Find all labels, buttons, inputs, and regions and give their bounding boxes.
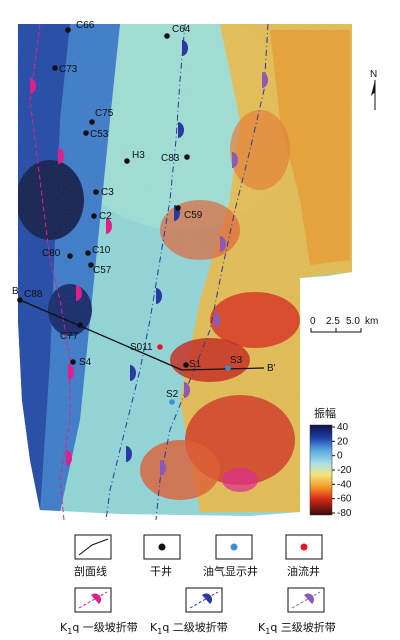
legend: 剖面线 干井 油气显示井 油流井 K1q 一级坡折带 K1q 二级坡折带 K1q… [60,534,336,636]
legend-profile-line-icon [78,538,109,556]
well-label: C88 [24,289,43,300]
well-label: C80 [42,248,61,259]
dry-well-dot-icon [158,543,166,551]
well-marker [88,262,94,268]
well-marker [85,250,91,256]
well-label: C66 [76,20,95,31]
well-label: C3 [101,187,114,198]
well-marker [17,297,23,303]
well-label: C64 [172,24,191,35]
well-marker [157,344,163,350]
well-marker [83,130,89,136]
well-marker [124,158,130,164]
amplitude-field [18,24,352,516]
well-label: S2 [166,389,179,400]
well-marker [183,362,189,368]
legend-oil-flow-well: 油流井 [287,564,320,578]
well-label: C73 [59,64,78,75]
well-label: C59 [184,210,203,221]
oil-flow-dot-icon [300,543,308,551]
slope-break-lines [29,23,269,521]
colorbar-tick-label: -80 [337,508,352,519]
legend-profile-line: 剖面线 [74,564,107,578]
scale-tick-1: 2.5 [326,316,340,327]
well-label: S4 [79,357,92,368]
well-marker [184,154,190,160]
well-label: C53 [90,129,109,140]
well-label: C75 [95,108,114,119]
colorbar-tick-label: 40 [337,422,349,433]
colorbar-tick-label: 0 [337,451,343,462]
well-marker [70,359,76,365]
well-marker [65,27,71,33]
scale-tick-2: 5.0 [346,316,360,327]
legend-dry-well: 干井 [150,564,172,578]
well-marker [52,65,58,71]
well-marker [89,119,95,125]
colorbar-tick-label: 20 [337,436,349,447]
colorbar-tick-label: -40 [337,479,352,490]
well-label: C57 [93,265,112,276]
legend-zone-1: K1q 一级坡折带 [60,620,138,636]
north-arrow-icon: N [370,69,377,110]
legend-zone-2: K1q 二级坡折带 [150,620,228,636]
colorbar-tick-label: -60 [337,494,352,505]
well-marker [67,253,73,259]
well-marker [77,322,83,328]
colorbar-tick-label: -20 [337,465,352,476]
slope-break-marker-icon [30,78,112,466]
profile-end-label: B' [267,363,276,374]
well-label: S1 [189,359,202,370]
well-label: C77 [60,331,79,342]
well-marker [164,33,170,39]
profile-line-east [181,367,265,371]
scale-unit: km [365,316,378,327]
well-label: C83 [161,153,180,164]
well-label: S3 [230,355,243,366]
scale-bar: 0 2.5 5.0 km [310,316,378,333]
north-label: N [370,69,377,80]
well-label: C2 [99,211,112,222]
colorbar-title: 振幅 [314,406,336,420]
profile-start-label: B [12,286,19,297]
well-marker [169,399,175,405]
legend-oil-show-well: 油气显示井 [203,564,258,578]
well-marker [93,189,99,195]
wells: C66 C64 C73 C75 C53 H3 C83 C3 C2 C59 C80 C10 C57 C88 C… [17,20,243,405]
well-marker [175,205,181,211]
slope-break-markers [30,40,268,476]
well-label: H3 [132,150,145,161]
well-label: S011 [130,342,153,353]
colorbar-ramp [309,424,333,516]
legend-zone-3: K1q 三级坡折带 [258,620,336,636]
well-label: C10 [92,245,111,256]
well-marker [91,213,97,219]
oil-show-dot-icon [230,543,238,551]
colorbar: 振幅 40 20 0 -20 -40 -60 -80 [309,406,352,519]
scale-tick-0: 0 [310,316,316,327]
well-marker [225,365,231,371]
profile-line [19,299,183,371]
